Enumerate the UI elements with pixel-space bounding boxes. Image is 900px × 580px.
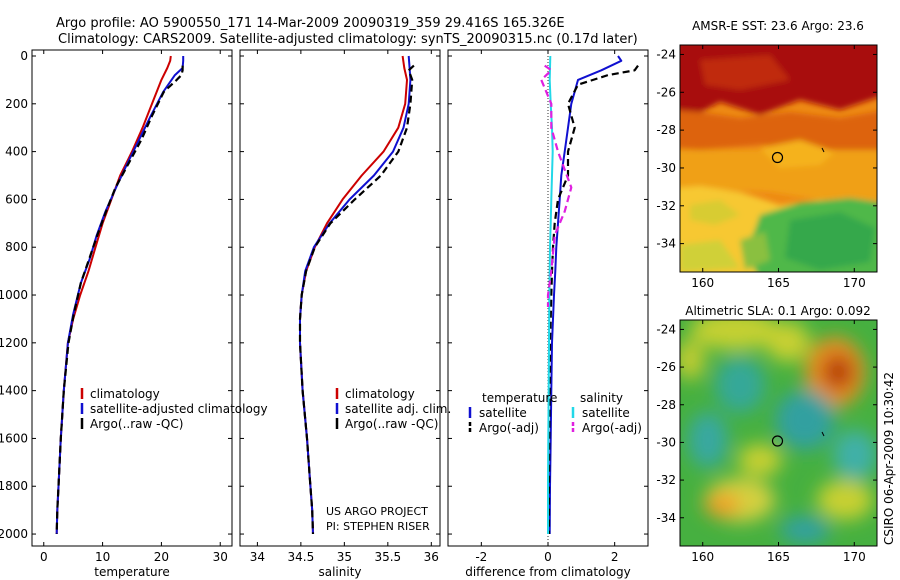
legend-entry: satellite adj. clim. <box>345 402 451 416</box>
x-tick-label: 165 <box>767 550 790 564</box>
x-tick-label: 35 <box>337 550 352 564</box>
y-tick-label: -30 <box>656 435 676 449</box>
series-line-climatology <box>55 55 172 535</box>
legend-entry: satellite-adjusted climatology <box>90 402 268 416</box>
y-tick-label: 200 <box>5 97 28 111</box>
x-tick-label: 2 <box>611 550 619 564</box>
legend-entry: Argo(-adj) <box>582 421 642 435</box>
legend-entry: satellite <box>479 406 527 420</box>
legend-title-salinity: salinity <box>580 391 623 405</box>
y-tick-label: -24 <box>656 47 676 61</box>
y-tick-label: 1800 <box>0 479 28 493</box>
sst-map-title: AMSR-E SST: 23.6 Argo: 23.6 <box>692 19 864 33</box>
temperature-xlabel: temperature <box>94 565 169 579</box>
y-tick-label: 800 <box>5 240 28 254</box>
series-line-temperature-satellite <box>548 55 623 535</box>
y-tick-label: -28 <box>656 123 676 137</box>
x-tick-label: 34.5 <box>288 550 315 564</box>
y-tick-label: 1000 <box>0 288 28 302</box>
y-tick-label: 2000 <box>0 527 28 541</box>
x-tick-label: 170 <box>843 550 866 564</box>
y-tick-label: -32 <box>656 473 676 487</box>
y-tick-label: -34 <box>656 237 676 251</box>
header-title-line2: Climatology: CARS2009. Satellite-adjuste… <box>58 32 638 47</box>
series-line-salinity-satellite <box>547 55 554 534</box>
difference-xlabel: difference from climatology <box>465 565 631 579</box>
legend-entry: climatology <box>90 387 160 401</box>
x-tick-label: 35.5 <box>374 550 401 564</box>
x-tick-label: 34 <box>250 550 265 564</box>
y-tick-label: 600 <box>5 192 28 206</box>
y-tick-label: 400 <box>5 145 28 159</box>
y-tick-label: -34 <box>656 511 676 525</box>
temperature-axes-frame <box>31 49 233 547</box>
legend-entry: Argo(..raw -QC) <box>345 417 438 431</box>
y-tick-label: -24 <box>656 322 676 336</box>
series-line-temperature-argo-adj- <box>547 64 639 534</box>
project-credit: US ARGO PROJECT <box>326 505 428 518</box>
x-tick-label: 165 <box>767 276 790 290</box>
series-line-satellite-adjusted-climatology <box>55 56 185 535</box>
series-line-argo-raw-qc- <box>298 64 415 535</box>
y-tick-label: -26 <box>656 360 676 374</box>
y-tick-label: -28 <box>656 398 676 412</box>
salinity-profile-panel: 34 34.5 35 35.5 36 salinity climatologysatelli… <box>239 49 451 579</box>
sla-map-marker <box>771 431 825 447</box>
y-tick-label: -32 <box>656 199 676 213</box>
x-tick-label: 0 <box>544 550 552 564</box>
header-title-line1: Argo profile: AO 5900550_171 14-Mar-2009… <box>56 16 565 31</box>
y-tick-label: -30 <box>656 161 676 175</box>
legend-entry: Argo(-adj) <box>479 421 539 435</box>
sla-map-title: Altimetric SLA: 0.1 Argo: 0.092 <box>685 304 870 318</box>
series-line-salinity-argo-adj- <box>540 64 573 307</box>
x-tick-label: 10 <box>95 550 110 564</box>
y-tick-label: 0 <box>20 49 28 63</box>
series-line-climatology <box>299 55 408 535</box>
pi-credit: PI: STEPHEN RISER <box>326 520 430 533</box>
series-line-argo-raw-qc- <box>55 65 184 535</box>
sst-map-axes: 160 165 170 -24 -26 -28 -30 -32 -34 <box>656 45 877 290</box>
x-tick-label: 160 <box>691 276 714 290</box>
x-tick-label: 0 <box>40 550 48 564</box>
legend-entry: Argo(..raw -QC) <box>90 417 183 431</box>
sla-map-image <box>680 320 877 546</box>
sst-map-marker <box>771 147 825 164</box>
x-tick-label: 160 <box>691 550 714 564</box>
sst-map-image <box>680 45 877 272</box>
timestamp-side-label: CSIRO 06-Apr-2009 10:30:42 <box>882 372 896 545</box>
x-tick-label: 20 <box>154 550 169 564</box>
legend-entry: climatology <box>345 387 415 401</box>
temperature-profile-panel: 0 10 20 30 0 200 400 600 800 1000 1200 1400 1600 1800… <box>0 49 268 579</box>
salinity-xlabel: salinity <box>318 565 361 579</box>
y-tick-label: 1400 <box>0 384 28 398</box>
y-tick-label: 1200 <box>0 336 28 350</box>
y-tick-label: -26 <box>656 85 676 99</box>
series-line-satellite-adj-clim- <box>299 55 412 535</box>
x-tick-label: 36 <box>424 550 439 564</box>
salinity-axes-frame <box>239 49 441 547</box>
legend-entry: satellite <box>582 406 630 420</box>
x-tick-label: 30 <box>213 550 228 564</box>
x-tick-label: 170 <box>843 276 866 290</box>
x-tick-label: -2 <box>475 550 487 564</box>
legend-title-temperature: temperature <box>482 391 557 405</box>
sla-map-axes: 160 165 170 -24 -26 -28 -30 -32 -34 <box>656 320 877 564</box>
y-tick-label: 1600 <box>0 431 28 445</box>
